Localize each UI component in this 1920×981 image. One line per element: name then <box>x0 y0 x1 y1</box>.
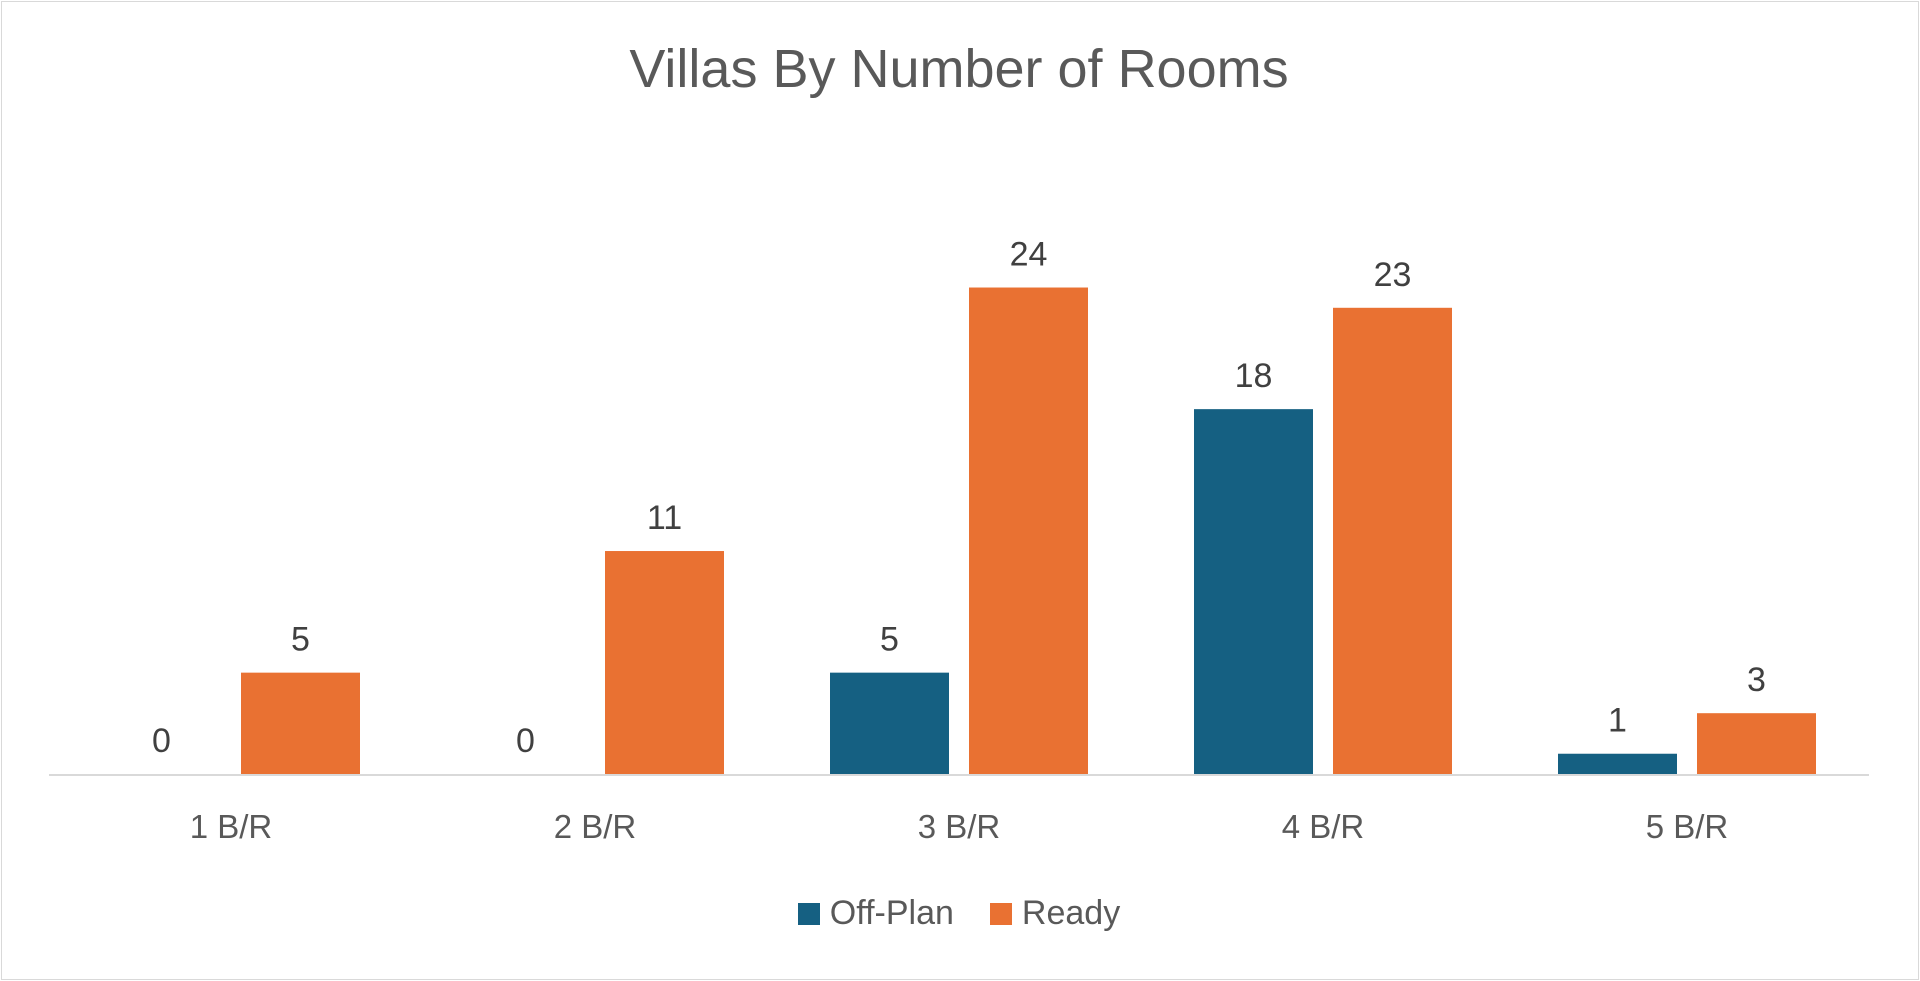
x-tick-label-1-b-r: 1 B/R <box>190 808 273 845</box>
x-tick-label-2-b-r: 2 B/R <box>554 808 637 845</box>
data-label-off-plan-3-b-r: 5 <box>880 621 899 659</box>
bar-off-plan-4-b-r <box>1194 409 1313 774</box>
legend-label-off-plan: Off-Plan <box>829 894 954 932</box>
x-tick-label-3-b-r: 3 B/R <box>918 808 1001 845</box>
data-label-off-plan-4-b-r: 18 <box>1235 357 1273 395</box>
legend-item-ready: Ready <box>989 894 1121 933</box>
data-label-ready-2-b-r: 11 <box>647 499 682 537</box>
data-label-ready-3-b-r: 24 <box>1010 236 1048 274</box>
bar-ready-3-b-r <box>969 287 1088 774</box>
chart-title: Villas By Number of Rooms <box>629 39 1289 99</box>
bar-ready-1-b-r <box>241 672 360 774</box>
legend-swatch-off-plan <box>797 902 820 925</box>
bar-ready-4-b-r <box>1333 307 1452 774</box>
data-label-off-plan-5-b-r: 1 <box>1608 702 1627 740</box>
legend-swatch-ready <box>989 902 1012 925</box>
data-label-ready-5-b-r: 3 <box>1747 661 1766 699</box>
x-tick-label-4-b-r: 4 B/R <box>1282 808 1365 845</box>
legend: Off-Plan Ready <box>0 894 1918 933</box>
data-label-ready-1-b-r: 5 <box>291 621 310 659</box>
bar-off-plan-5-b-r <box>1558 753 1677 774</box>
data-label-off-plan-2-b-r: 0 <box>516 722 535 760</box>
data-label-off-plan-1-b-r: 0 <box>152 722 171 760</box>
bar-ready-5-b-r <box>1697 713 1816 774</box>
bar-off-plan-3-b-r <box>830 672 949 774</box>
x-tick-label-5-b-r: 5 B/R <box>1646 808 1729 845</box>
data-label-ready-4-b-r: 23 <box>1374 256 1412 294</box>
bar-ready-2-b-r <box>605 551 724 774</box>
legend-item-off-plan: Off-Plan <box>797 894 954 933</box>
legend-label-ready: Ready <box>1021 894 1121 932</box>
